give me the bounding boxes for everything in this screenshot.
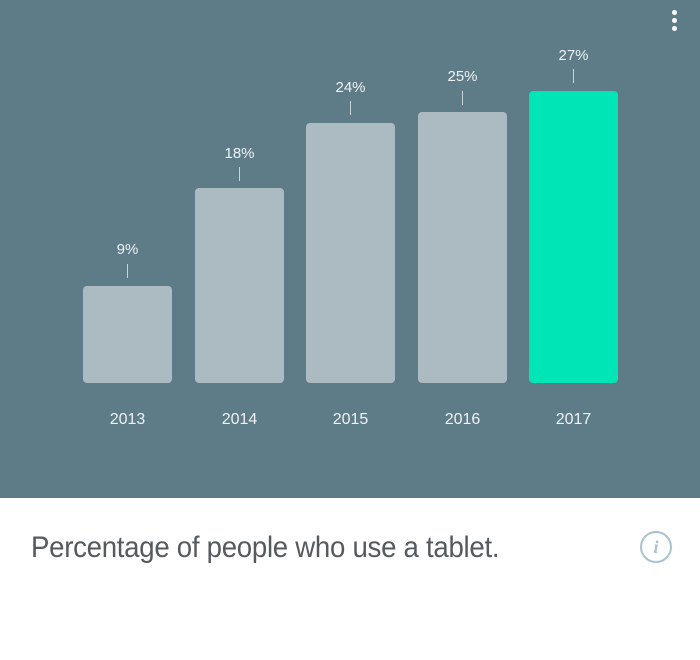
x-tick-label: 2015 [332, 411, 369, 428]
value-tick [350, 101, 351, 115]
info-icon[interactable]: i [640, 531, 672, 563]
bar-2015 [306, 123, 395, 383]
bar-2013 [83, 286, 172, 383]
value-label: 27% [558, 47, 589, 64]
bar-2017-highlighted [529, 91, 618, 383]
bar-2014 [195, 188, 284, 383]
value-label: 9% [116, 241, 139, 258]
value-tick [127, 264, 128, 278]
more-options-button[interactable] [664, 4, 684, 34]
value-label: 24% [335, 79, 366, 96]
value-tick [462, 91, 463, 105]
x-tick-label: 2013 [109, 411, 146, 428]
x-tick-label: 2016 [444, 411, 481, 428]
chart-panel: 9% 2013 18% 2014 24% 2015 25% 2016 27% 2… [0, 0, 700, 498]
menu-dot-icon [672, 18, 677, 23]
menu-dot-icon [672, 10, 677, 15]
x-tick-label: 2017 [555, 411, 592, 428]
chart-caption: Percentage of people who use a tablet. [31, 531, 500, 564]
menu-dot-icon [672, 26, 677, 31]
bar-2016 [418, 112, 507, 383]
value-label: 25% [447, 68, 478, 85]
x-tick-label: 2014 [221, 411, 258, 428]
value-label: 18% [224, 145, 255, 162]
value-tick [573, 69, 574, 83]
value-tick [239, 167, 240, 181]
